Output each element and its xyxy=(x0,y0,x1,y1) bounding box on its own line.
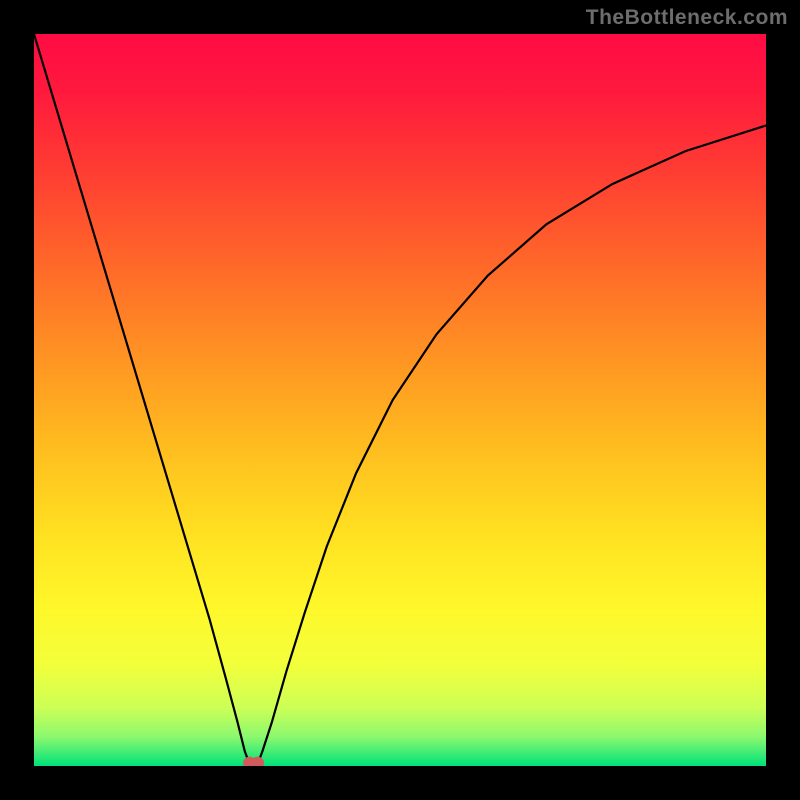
curve-svg xyxy=(34,34,766,766)
left-branch-path xyxy=(34,34,249,763)
watermark-text: TheBottleneck.com xyxy=(586,6,788,30)
chart-outer: TheBottleneck.com xyxy=(0,0,800,800)
plot-area xyxy=(34,34,766,766)
right-branch-path xyxy=(258,126,766,764)
